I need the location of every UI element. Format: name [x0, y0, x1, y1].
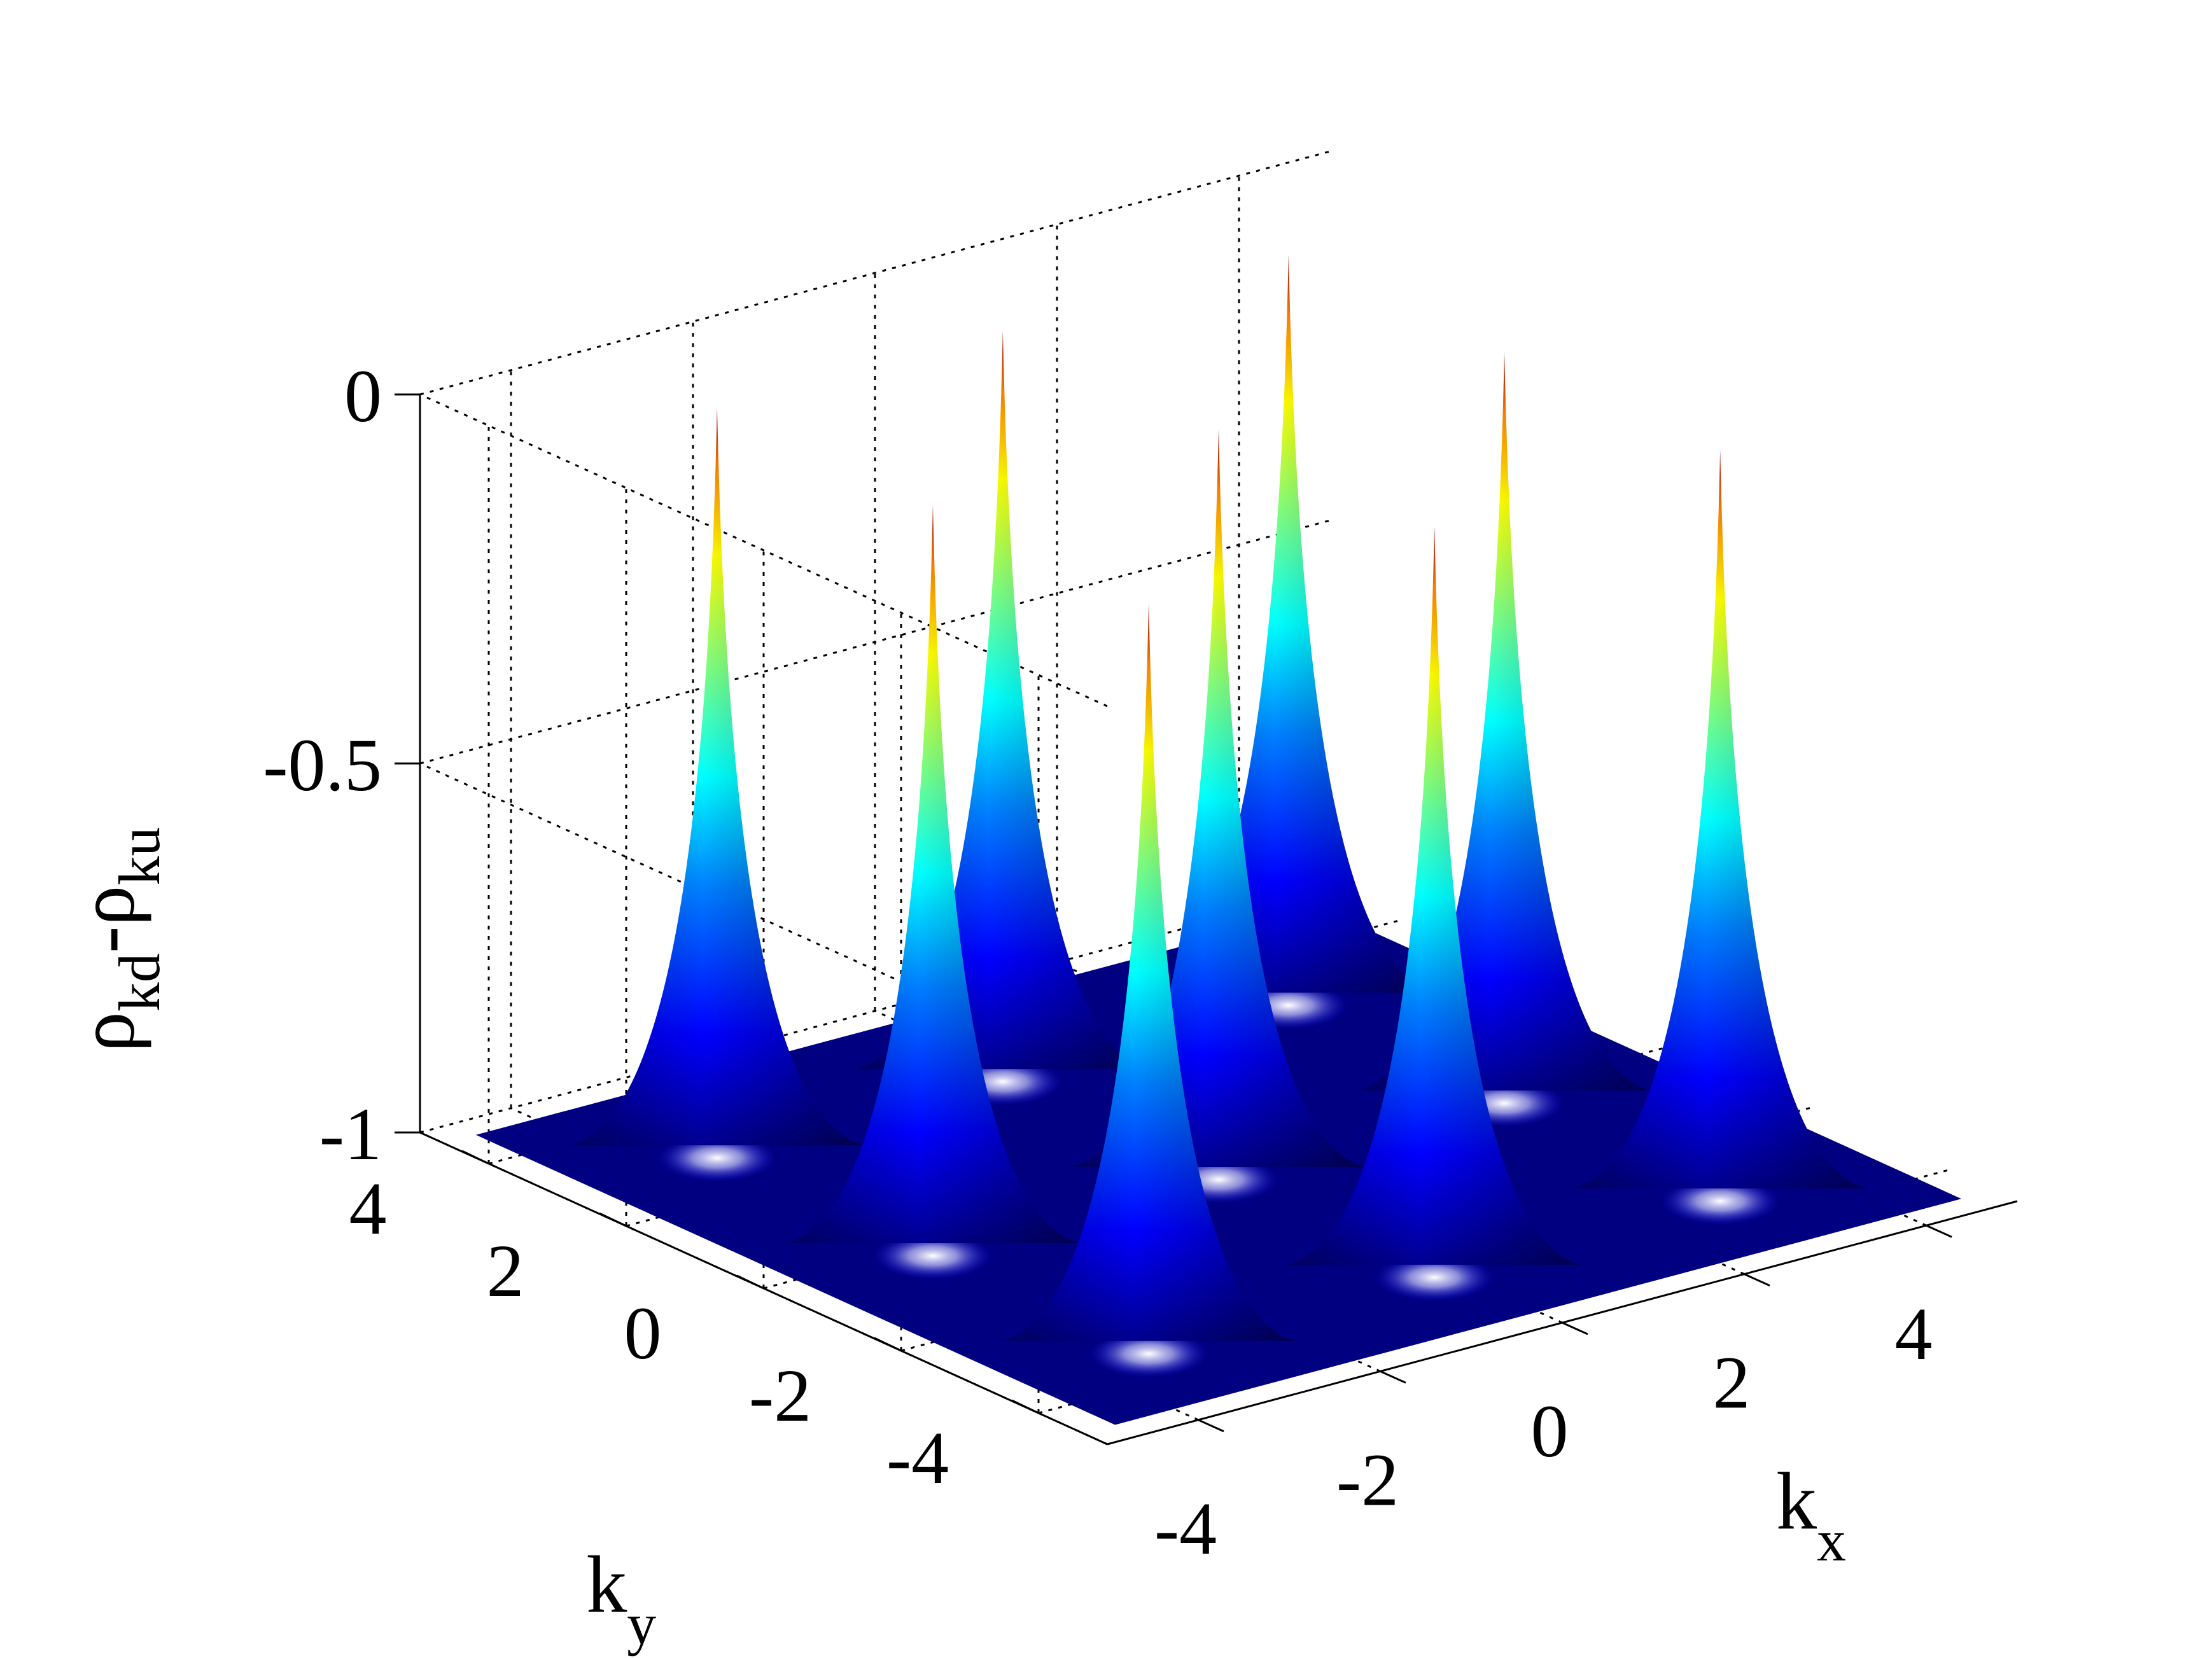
y-tick-mark [874, 1337, 902, 1352]
surface-peak [1574, 450, 1867, 1225]
peak-highlight [1088, 1329, 1210, 1378]
peak-shading [1072, 429, 1365, 1167]
peak-shading [856, 331, 1149, 1069]
surface-peak [1288, 526, 1581, 1302]
x-tick-label: -4 [1154, 1487, 1217, 1570]
y-tick-mark [599, 1212, 627, 1227]
peak-shading [1358, 352, 1651, 1091]
peak-shading [1142, 254, 1435, 993]
y-tick-mark [736, 1274, 764, 1290]
grid-line [419, 519, 1331, 765]
peak-shading [570, 407, 864, 1146]
z-tick-label: -0.5 [263, 723, 382, 807]
surface-peaks [570, 254, 1867, 1378]
x-tick-label: 2 [1713, 1341, 1751, 1425]
peak-shading [786, 505, 1079, 1243]
x-tick-label: -2 [1336, 1438, 1399, 1521]
peak-highlight [656, 1134, 778, 1183]
x-tick-mark [1380, 1370, 1406, 1384]
peak-highlight [872, 1231, 993, 1280]
peak-shading [1574, 450, 1867, 1188]
x-tick-mark [1926, 1224, 1952, 1238]
surface-peak [1002, 603, 1296, 1378]
peak-highlight [1374, 1253, 1495, 1302]
surface-peak [570, 407, 864, 1183]
x-axis-label: kx [1776, 1456, 1846, 1573]
peak-shading [1288, 526, 1581, 1265]
y-tick-label: -2 [749, 1354, 811, 1437]
y-tick-label: 2 [487, 1229, 524, 1313]
peak-highlight [1660, 1176, 1781, 1225]
peak-shading [1002, 603, 1296, 1341]
z-tick-label: 0 [344, 354, 382, 438]
z-tick-label: -1 [319, 1092, 382, 1176]
y-tick-mark [1011, 1399, 1039, 1414]
y-tick-label: -4 [886, 1416, 949, 1500]
y-tick-label: 0 [624, 1292, 662, 1375]
surface-peak [786, 505, 1079, 1280]
x-tick-label: 0 [1531, 1390, 1569, 1473]
y-axis-label: ky [586, 1540, 656, 1657]
x-tick-mark [1744, 1273, 1770, 1286]
y-tick-label: 4 [349, 1167, 387, 1250]
x-tick-label: 4 [1895, 1292, 1933, 1376]
y-tick-mark [461, 1150, 489, 1165]
x-tick-mark [1198, 1419, 1224, 1433]
grid-line [419, 150, 1331, 396]
axes [395, 393, 2018, 1446]
x-tick-mark [1562, 1321, 1588, 1335]
z-axis-label: ρkd-ρku [61, 827, 172, 1052]
